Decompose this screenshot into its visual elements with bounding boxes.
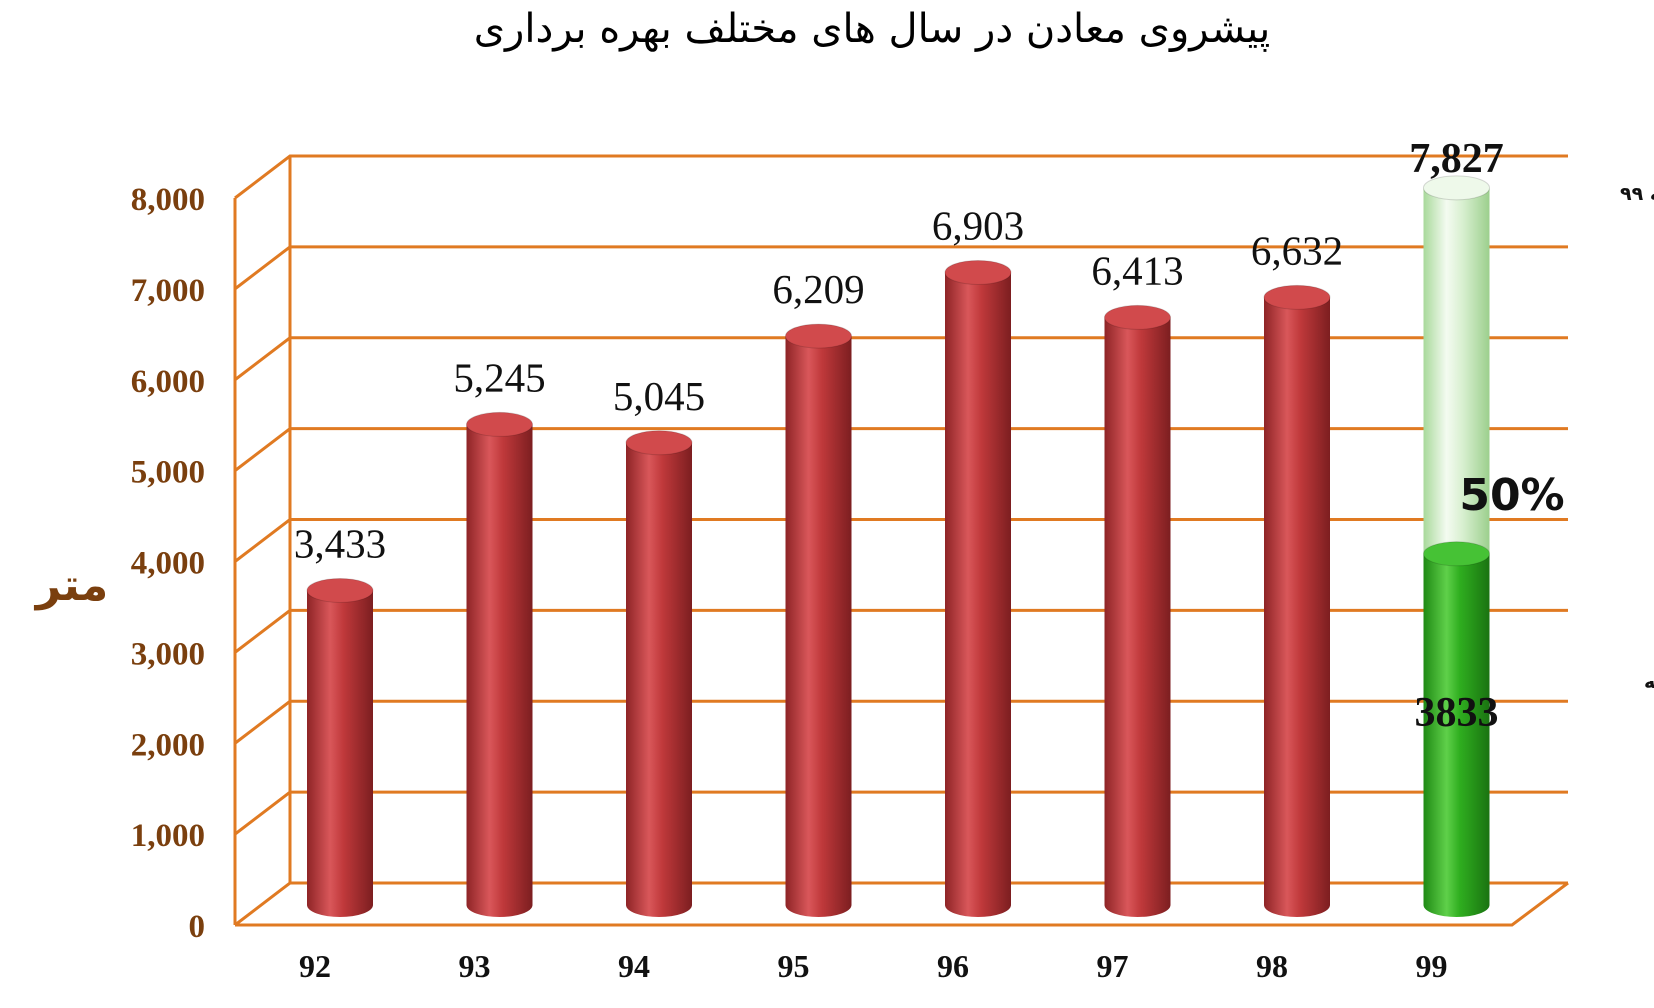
data-label: 6,413 xyxy=(1091,247,1183,293)
x-tick-label: 95 xyxy=(778,948,810,984)
chart-title: پیشروی معادن در سال های مختلف بهره بردار… xyxy=(474,6,1270,52)
data-label: 6,632 xyxy=(1251,227,1343,273)
y-tick-label: 7,000 xyxy=(131,273,205,309)
x-tick-label: 94 xyxy=(618,948,650,984)
bar-plan-99 xyxy=(1423,175,1490,566)
y-tick-label: 0 xyxy=(189,909,206,945)
data-labels: 3,433 5,245 5,045 6,209 6,903 6,413 6,632 7,827… xyxy=(294,136,1654,736)
data-label: 5,045 xyxy=(613,373,705,419)
y-tick-label: 4,000 xyxy=(131,546,205,582)
gridline xyxy=(234,699,1568,745)
bar-actual-99 xyxy=(1423,541,1490,918)
y-tick-label: 8,000 xyxy=(131,182,205,218)
data-label: 5,245 xyxy=(453,354,545,400)
x-tick-label: 98 xyxy=(1256,948,1288,984)
bar xyxy=(1263,284,1331,917)
data-label: 6,903 xyxy=(932,203,1024,249)
y-axis-label: متر xyxy=(34,560,109,611)
x-axis-ticks: 92 93 94 95 96 97 98 99 xyxy=(299,948,1448,984)
gridline xyxy=(234,881,1568,927)
bar xyxy=(306,577,374,917)
gridline xyxy=(234,790,1568,836)
actual-99-value-label: 3833 xyxy=(1415,690,1499,736)
gridline xyxy=(234,518,1568,563)
data-label: 6,209 xyxy=(772,266,864,312)
x-tick-label: 92 xyxy=(299,948,331,984)
bars xyxy=(306,175,1490,918)
x-tick-label: 93 xyxy=(459,948,491,984)
actual-99-legend: عملکرد ۸ ماهه xyxy=(1644,671,1654,693)
y-axis-ticks: 0 1,000 2,000 3,000 4,000 5,000 6,000 7,000 8,00… xyxy=(131,182,205,945)
x-tick-label: 97 xyxy=(1097,948,1129,984)
y-tick-label: 2,000 xyxy=(131,727,205,763)
bar xyxy=(785,323,852,918)
bar xyxy=(1104,304,1171,918)
gridlines xyxy=(233,154,1569,927)
gridline xyxy=(234,608,1568,654)
data-label: 3,433 xyxy=(294,520,386,566)
plan-99-value-label: 7,827 xyxy=(1409,136,1504,182)
floor-edge xyxy=(235,881,1569,927)
plan-99-legend: برنامه ۹۹ xyxy=(1620,183,1654,205)
bar xyxy=(466,411,533,918)
x-tick-label: 99 xyxy=(1416,948,1448,984)
percent-label: 50% xyxy=(1459,470,1564,521)
y-tick-label: 3,000 xyxy=(131,636,205,672)
bar xyxy=(625,430,693,917)
y-tick-label: 6,000 xyxy=(131,364,205,400)
gridline xyxy=(234,427,1568,472)
y-tick-label: 5,000 xyxy=(131,455,205,491)
bar xyxy=(944,260,1012,917)
x-tick-label: 96 xyxy=(937,948,969,984)
gridline xyxy=(234,245,1568,291)
gridline xyxy=(234,336,1568,381)
y-tick-label: 1,000 xyxy=(131,818,205,854)
gridline xyxy=(234,154,1568,200)
